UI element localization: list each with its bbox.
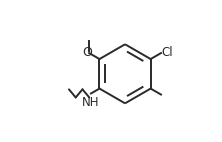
Text: O: O — [83, 46, 92, 59]
Text: NH: NH — [82, 96, 99, 109]
Text: Cl: Cl — [162, 46, 173, 59]
